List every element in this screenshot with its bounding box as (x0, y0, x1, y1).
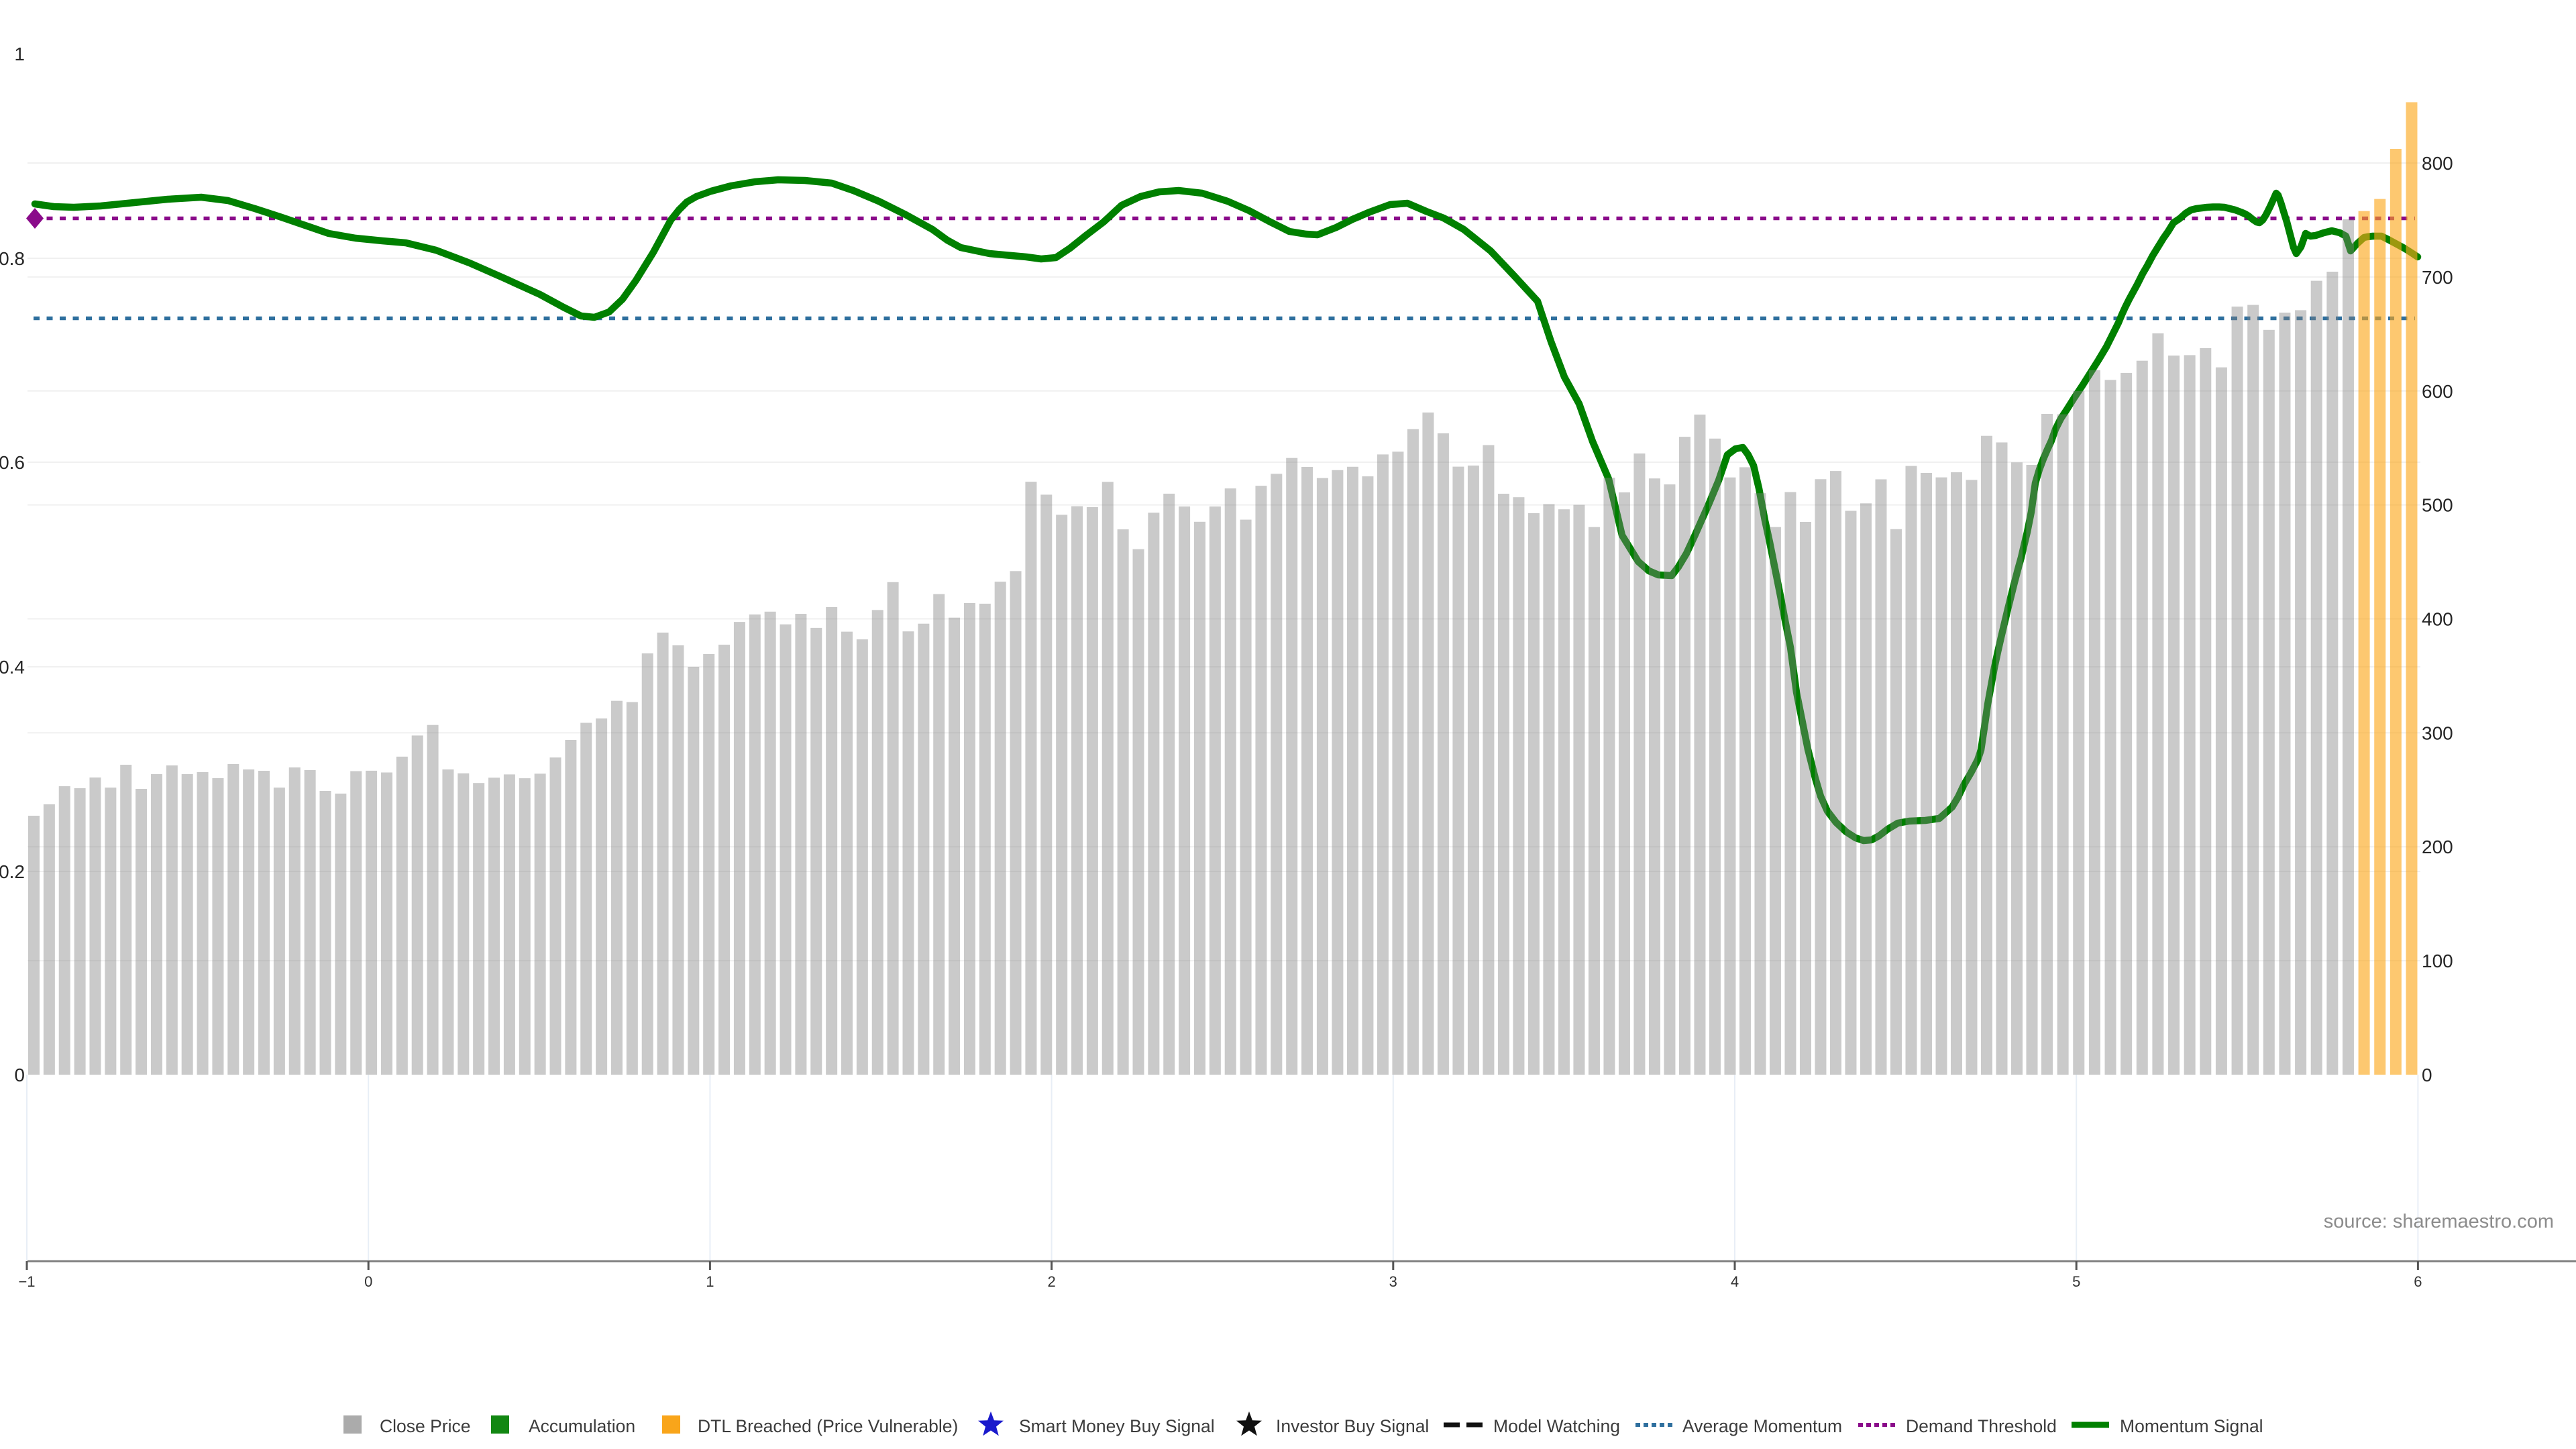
svg-text:1: 1 (14, 44, 25, 64)
svg-text:2: 2 (1047, 1273, 1055, 1290)
svg-text:3: 3 (1389, 1273, 1397, 1290)
svg-text:0: 0 (364, 1273, 372, 1290)
svg-text:source: sharemaestro.com: source: sharemaestro.com (2324, 1211, 2554, 1232)
svg-text:1: 1 (706, 1273, 714, 1290)
svg-text:0.4: 0.4 (0, 657, 25, 678)
svg-text:Momentum Signal: Momentum Signal (2120, 1416, 2263, 1436)
svg-text:800: 800 (2422, 153, 2453, 174)
svg-text:500: 500 (2422, 495, 2453, 516)
svg-text:6: 6 (2414, 1273, 2422, 1290)
svg-text:4: 4 (1731, 1273, 1739, 1290)
svg-text:0.6: 0.6 (0, 452, 25, 473)
svg-text:600: 600 (2422, 381, 2453, 402)
svg-text:0.8: 0.8 (0, 248, 25, 269)
svg-text:200: 200 (2422, 837, 2453, 857)
svg-text:DTL Breached (Price Vulnerable: DTL Breached (Price Vulnerable) (698, 1416, 958, 1436)
svg-text:100: 100 (2422, 951, 2453, 971)
svg-text:Average Momentum: Average Momentum (1682, 1416, 1842, 1436)
svg-text:Close Price: Close Price (380, 1416, 471, 1436)
svg-text:5: 5 (2072, 1273, 2080, 1290)
svg-text:0.2: 0.2 (0, 861, 25, 882)
svg-text:Smart Money Buy Signal: Smart Money Buy Signal (1019, 1416, 1215, 1436)
svg-text:Investor Buy Signal: Investor Buy Signal (1276, 1416, 1429, 1436)
svg-text:−1: −1 (18, 1273, 35, 1290)
svg-text:300: 300 (2422, 722, 2453, 743)
svg-text:Model Watching: Model Watching (1493, 1416, 1620, 1436)
svg-text:700: 700 (2422, 267, 2453, 288)
svg-text:0: 0 (14, 1065, 25, 1085)
svg-text:Demand Threshold: Demand Threshold (1906, 1416, 2057, 1436)
svg-text:0: 0 (2422, 1065, 2432, 1085)
svg-text:Accumulation: Accumulation (529, 1416, 635, 1436)
svg-text:400: 400 (2422, 609, 2453, 630)
